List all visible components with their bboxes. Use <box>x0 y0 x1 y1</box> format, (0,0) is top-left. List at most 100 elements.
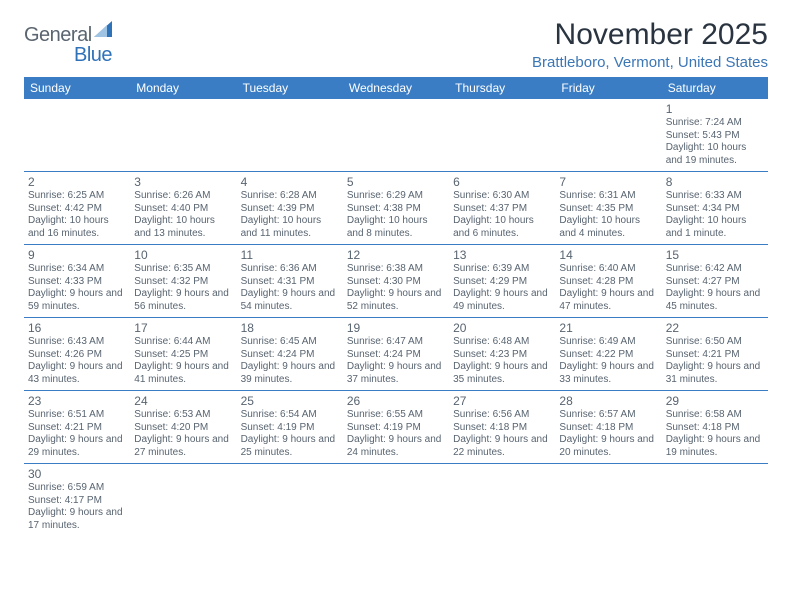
day-number: 26 <box>347 394 445 408</box>
daylight-text: Daylight: 9 hours and 39 minutes. <box>241 361 339 386</box>
sunrise-text: Sunrise: 6:58 AM <box>666 409 764 422</box>
day-cell: 28Sunrise: 6:57 AMSunset: 4:18 PMDayligh… <box>555 391 661 464</box>
day-info: Sunrise: 6:35 AMSunset: 4:32 PMDaylight:… <box>134 263 232 313</box>
calendar-body: 1Sunrise: 7:24 AMSunset: 5:43 PMDaylight… <box>24 99 768 536</box>
day-number: 12 <box>347 248 445 262</box>
daylight-text: Daylight: 9 hours and 25 minutes. <box>241 434 339 459</box>
sunrise-text: Sunrise: 6:55 AM <box>347 409 445 422</box>
calendar-page: General November 2025 Brattleboro, Vermo… <box>0 0 792 536</box>
day-cell: 13Sunrise: 6:39 AMSunset: 4:29 PMDayligh… <box>449 245 555 318</box>
calendar-table: Sunday Monday Tuesday Wednesday Thursday… <box>24 77 768 536</box>
day-number: 7 <box>559 175 657 189</box>
day-cell: 17Sunrise: 6:44 AMSunset: 4:25 PMDayligh… <box>130 318 236 391</box>
sunset-text: Sunset: 4:24 PM <box>241 349 339 362</box>
sunset-text: Sunset: 4:24 PM <box>347 349 445 362</box>
day-number: 18 <box>241 321 339 335</box>
sunset-text: Sunset: 4:32 PM <box>134 276 232 289</box>
day-info: Sunrise: 6:54 AMSunset: 4:19 PMDaylight:… <box>241 409 339 459</box>
daylight-text: Daylight: 9 hours and 29 minutes. <box>28 434 126 459</box>
day-cell: 30Sunrise: 6:59 AMSunset: 4:17 PMDayligh… <box>24 464 130 537</box>
day-header-row: Sunday Monday Tuesday Wednesday Thursday… <box>24 77 768 99</box>
day-info: Sunrise: 6:30 AMSunset: 4:37 PMDaylight:… <box>453 190 551 240</box>
day-info: Sunrise: 6:45 AMSunset: 4:24 PMDaylight:… <box>241 336 339 386</box>
sunrise-text: Sunrise: 6:45 AM <box>241 336 339 349</box>
day-number: 28 <box>559 394 657 408</box>
sunrise-text: Sunrise: 6:43 AM <box>28 336 126 349</box>
day-number: 9 <box>28 248 126 262</box>
day-number: 3 <box>134 175 232 189</box>
week-row: 1Sunrise: 7:24 AMSunset: 5:43 PMDaylight… <box>24 99 768 172</box>
daylight-text: Daylight: 9 hours and 47 minutes. <box>559 288 657 313</box>
sunrise-text: Sunrise: 6:48 AM <box>453 336 551 349</box>
daylight-text: Daylight: 9 hours and 56 minutes. <box>134 288 232 313</box>
sunset-text: Sunset: 4:19 PM <box>241 422 339 435</box>
day-cell <box>130 99 236 172</box>
day-cell <box>449 99 555 172</box>
day-cell <box>237 99 343 172</box>
daylight-text: Daylight: 9 hours and 45 minutes. <box>666 288 764 313</box>
day-cell: 6Sunrise: 6:30 AMSunset: 4:37 PMDaylight… <box>449 172 555 245</box>
day-cell: 11Sunrise: 6:36 AMSunset: 4:31 PMDayligh… <box>237 245 343 318</box>
day-number: 15 <box>666 248 764 262</box>
day-cell: 20Sunrise: 6:48 AMSunset: 4:23 PMDayligh… <box>449 318 555 391</box>
sunrise-text: Sunrise: 6:36 AM <box>241 263 339 276</box>
sunrise-text: Sunrise: 6:39 AM <box>453 263 551 276</box>
day-info: Sunrise: 6:57 AMSunset: 4:18 PMDaylight:… <box>559 409 657 459</box>
day-number: 24 <box>134 394 232 408</box>
sunrise-text: Sunrise: 6:30 AM <box>453 190 551 203</box>
day-cell: 27Sunrise: 6:56 AMSunset: 4:18 PMDayligh… <box>449 391 555 464</box>
sunset-text: Sunset: 4:18 PM <box>666 422 764 435</box>
daylight-text: Daylight: 9 hours and 52 minutes. <box>347 288 445 313</box>
day-header: Wednesday <box>343 77 449 99</box>
day-cell: 2Sunrise: 6:25 AMSunset: 4:42 PMDaylight… <box>24 172 130 245</box>
daylight-text: Daylight: 9 hours and 24 minutes. <box>347 434 445 459</box>
day-info: Sunrise: 6:40 AMSunset: 4:28 PMDaylight:… <box>559 263 657 313</box>
day-info: Sunrise: 6:25 AMSunset: 4:42 PMDaylight:… <box>28 190 126 240</box>
sunrise-text: Sunrise: 6:54 AM <box>241 409 339 422</box>
day-header: Sunday <box>24 77 130 99</box>
daylight-text: Daylight: 10 hours and 8 minutes. <box>347 215 445 240</box>
sunset-text: Sunset: 4:35 PM <box>559 203 657 216</box>
sunset-text: Sunset: 4:22 PM <box>559 349 657 362</box>
day-number: 8 <box>666 175 764 189</box>
day-info: Sunrise: 6:47 AMSunset: 4:24 PMDaylight:… <box>347 336 445 386</box>
sunset-text: Sunset: 4:33 PM <box>28 276 126 289</box>
day-info: Sunrise: 6:56 AMSunset: 4:18 PMDaylight:… <box>453 409 551 459</box>
sunrise-text: Sunrise: 6:49 AM <box>559 336 657 349</box>
daylight-text: Daylight: 9 hours and 41 minutes. <box>134 361 232 386</box>
day-header: Tuesday <box>237 77 343 99</box>
sunrise-text: Sunrise: 6:28 AM <box>241 190 339 203</box>
logo: General <box>24 18 116 47</box>
day-number: 27 <box>453 394 551 408</box>
daylight-text: Daylight: 9 hours and 43 minutes. <box>28 361 126 386</box>
daylight-text: Daylight: 9 hours and 59 minutes. <box>28 288 126 313</box>
sunset-text: Sunset: 4:34 PM <box>666 203 764 216</box>
week-row: 16Sunrise: 6:43 AMSunset: 4:26 PMDayligh… <box>24 318 768 391</box>
day-number: 17 <box>134 321 232 335</box>
sunrise-text: Sunrise: 6:29 AM <box>347 190 445 203</box>
day-cell: 12Sunrise: 6:38 AMSunset: 4:30 PMDayligh… <box>343 245 449 318</box>
day-info: Sunrise: 6:31 AMSunset: 4:35 PMDaylight:… <box>559 190 657 240</box>
daylight-text: Daylight: 9 hours and 27 minutes. <box>134 434 232 459</box>
day-info: Sunrise: 6:42 AMSunset: 4:27 PMDaylight:… <box>666 263 764 313</box>
daylight-text: Daylight: 10 hours and 6 minutes. <box>453 215 551 240</box>
daylight-text: Daylight: 9 hours and 54 minutes. <box>241 288 339 313</box>
day-info: Sunrise: 6:58 AMSunset: 4:18 PMDaylight:… <box>666 409 764 459</box>
day-cell: 3Sunrise: 6:26 AMSunset: 4:40 PMDaylight… <box>130 172 236 245</box>
day-cell <box>130 464 236 537</box>
daylight-text: Daylight: 9 hours and 31 minutes. <box>666 361 764 386</box>
day-cell <box>555 99 661 172</box>
day-number: 23 <box>28 394 126 408</box>
day-number: 1 <box>666 102 764 116</box>
week-row: 30Sunrise: 6:59 AMSunset: 4:17 PMDayligh… <box>24 464 768 537</box>
day-cell: 15Sunrise: 6:42 AMSunset: 4:27 PMDayligh… <box>662 245 768 318</box>
sunset-text: Sunset: 4:21 PM <box>666 349 764 362</box>
sunset-text: Sunset: 4:31 PM <box>241 276 339 289</box>
day-info: Sunrise: 6:49 AMSunset: 4:22 PMDaylight:… <box>559 336 657 386</box>
day-cell: 4Sunrise: 6:28 AMSunset: 4:39 PMDaylight… <box>237 172 343 245</box>
day-cell: 23Sunrise: 6:51 AMSunset: 4:21 PMDayligh… <box>24 391 130 464</box>
day-info: Sunrise: 6:38 AMSunset: 4:30 PMDaylight:… <box>347 263 445 313</box>
sunrise-text: Sunrise: 6:25 AM <box>28 190 126 203</box>
daylight-text: Daylight: 10 hours and 19 minutes. <box>666 142 764 167</box>
daylight-text: Daylight: 9 hours and 37 minutes. <box>347 361 445 386</box>
